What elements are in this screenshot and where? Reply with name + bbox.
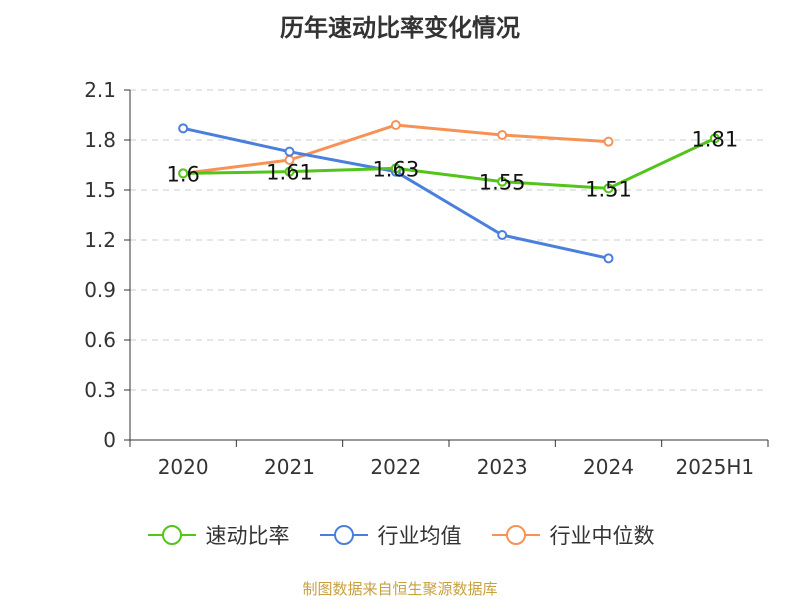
grid-lines bbox=[130, 89, 768, 391]
data-label: 1.61 bbox=[266, 161, 313, 185]
y-tick-label: 1.5 bbox=[84, 178, 116, 202]
data-label: 1.55 bbox=[479, 171, 526, 195]
data-point bbox=[709, 133, 720, 144]
legend-label: 速动比率 bbox=[205, 524, 290, 548]
x-tick-label: 2025H1 bbox=[675, 455, 754, 479]
data-point bbox=[178, 168, 189, 179]
x-tick-label: 2021 bbox=[264, 455, 315, 479]
y-tick-label: 0.9 bbox=[84, 278, 116, 302]
axes: 0 0.3 0.6 0.9 1.2 1.5 1.8 2.1 2020 2021 2022 2023 20… bbox=[84, 78, 769, 479]
chart-title: 历年速动比率变化情况 bbox=[280, 14, 520, 42]
x-tick-label: 2020 bbox=[158, 455, 209, 479]
source-note: 制图数据来自恒生聚源数据库 bbox=[302, 580, 498, 598]
data-label: 1.51 bbox=[585, 177, 632, 201]
legend-swatch-icon bbox=[319, 525, 368, 545]
legend: 速动比率 行业均值 行业中位数 bbox=[0, 520, 800, 550]
series-line bbox=[183, 136, 716, 190]
y-tick-label: 0.3 bbox=[84, 378, 116, 402]
data-point bbox=[497, 130, 508, 140]
y-tick-label: 1.8 bbox=[84, 128, 116, 152]
x-tick-label: 2023 bbox=[477, 455, 528, 479]
data-point bbox=[603, 136, 614, 147]
data-point bbox=[390, 163, 401, 174]
data-point bbox=[497, 230, 508, 240]
data-point bbox=[284, 146, 295, 157]
data-labels: 1.6 1.61 1.63 1.55 1.51 1.81 bbox=[166, 127, 738, 201]
data-point bbox=[603, 183, 614, 194]
data-point bbox=[390, 120, 401, 130]
data-label: 1.63 bbox=[372, 157, 419, 181]
data-point bbox=[603, 253, 614, 264]
data-point bbox=[178, 123, 189, 134]
legend-swatch-icon bbox=[491, 525, 540, 545]
legend-swatch-icon bbox=[147, 525, 196, 545]
legend-item[interactable]: 行业中位数 bbox=[490, 520, 655, 550]
x-tick-label: 2022 bbox=[370, 455, 421, 479]
data-label: 1.81 bbox=[691, 127, 738, 151]
legend-item[interactable]: 行业均值 bbox=[318, 520, 462, 550]
data-point bbox=[284, 166, 295, 177]
series-lines bbox=[178, 120, 720, 264]
legend-label: 行业中位数 bbox=[549, 524, 655, 548]
y-tick-label: 0 bbox=[103, 428, 116, 452]
y-tick-label: 2.1 bbox=[84, 78, 116, 102]
y-tick-label: 0.6 bbox=[84, 328, 116, 352]
data-label: 1.6 bbox=[166, 162, 199, 186]
x-tick-label: 2024 bbox=[583, 455, 634, 479]
legend-item[interactable]: 速动比率 bbox=[146, 520, 290, 550]
series-line bbox=[182, 126, 609, 260]
y-tick-label: 1.2 bbox=[84, 228, 116, 252]
legend-label: 行业均值 bbox=[377, 524, 462, 548]
data-point bbox=[497, 176, 508, 187]
